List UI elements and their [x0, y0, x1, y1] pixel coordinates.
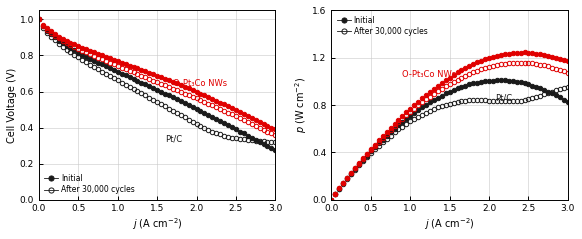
Text: O-Pt₃Co NWs: O-Pt₃Co NWs — [402, 70, 456, 79]
X-axis label: $j$ (A cm$^{-2}$): $j$ (A cm$^{-2}$) — [132, 216, 183, 232]
Text: Pt/C: Pt/C — [495, 94, 513, 103]
Y-axis label: $p$ (W cm$^{-2}$): $p$ (W cm$^{-2}$) — [294, 77, 310, 133]
Text: O-Pt₃Co NWs: O-Pt₃Co NWs — [173, 79, 227, 88]
X-axis label: $j$ (A cm$^{-2}$): $j$ (A cm$^{-2}$) — [424, 216, 475, 232]
Text: Pt/C: Pt/C — [165, 135, 182, 144]
Legend: Initial, After 30,000 cycles: Initial, After 30,000 cycles — [43, 173, 136, 196]
Y-axis label: Cell Voltage (V): Cell Voltage (V) — [7, 67, 17, 143]
Legend: Initial, After 30,000 cycles: Initial, After 30,000 cycles — [335, 14, 429, 38]
